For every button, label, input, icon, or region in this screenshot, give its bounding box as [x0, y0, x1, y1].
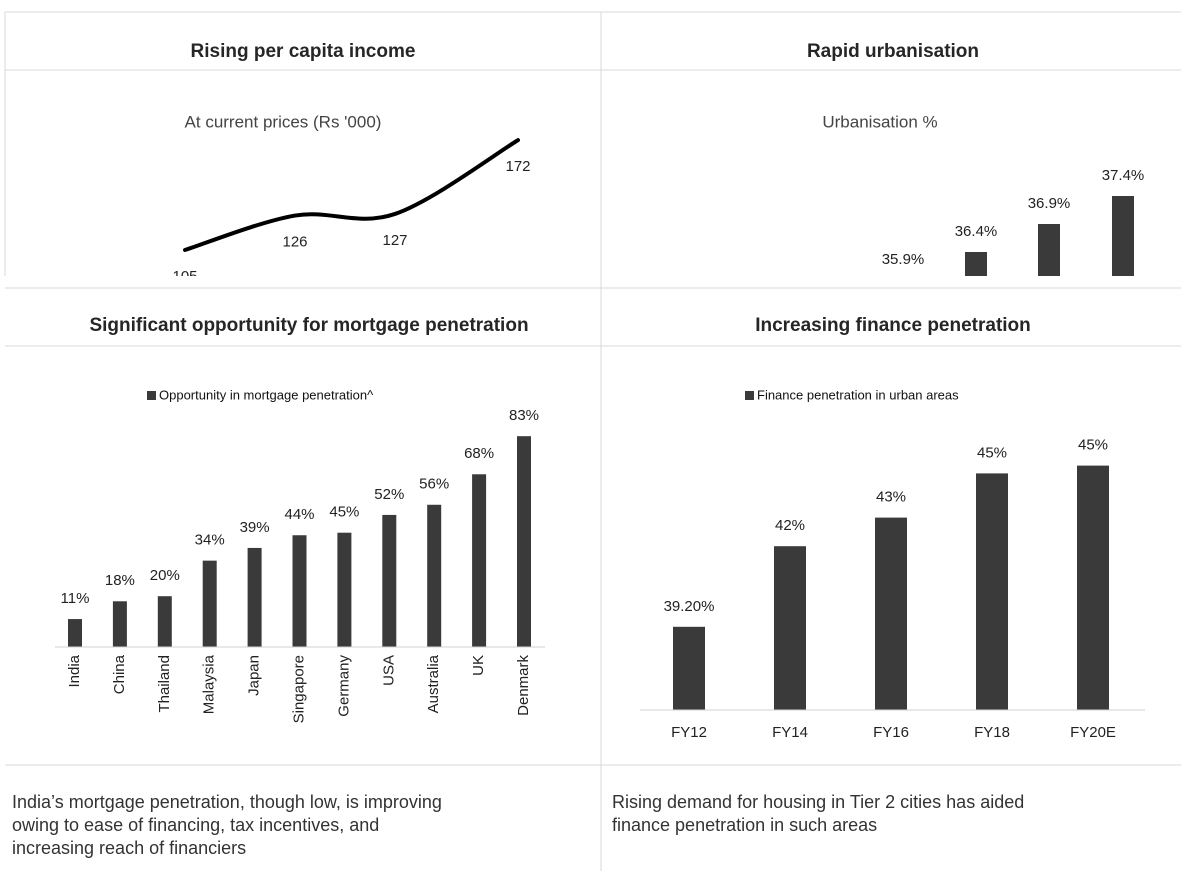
- data-label: 44%: [284, 506, 314, 523]
- bar: [472, 474, 487, 647]
- data-label: 11%: [61, 590, 90, 607]
- x-tick-label: USA: [380, 655, 397, 686]
- x-tick-label: Thailand: [156, 655, 173, 713]
- bar: [1038, 224, 1060, 276]
- data-label: 36.9%: [1028, 195, 1071, 212]
- x-tick-label: Japan: [246, 655, 263, 696]
- bar: [1112, 196, 1134, 276]
- x-tick-label: Denmark: [515, 655, 532, 716]
- data-label: 43%: [876, 489, 906, 506]
- bar: [774, 546, 806, 710]
- bar: [517, 436, 531, 647]
- x-tick-label: UK: [470, 655, 487, 676]
- chart-subtitle: Urbanisation %: [822, 112, 937, 131]
- panel-title: Increasing finance penetration: [755, 315, 1031, 336]
- caption: owing to ease of financing, tax incentiv…: [12, 815, 379, 835]
- chart-area: 35.9% 36.4% 36.9% 37.4%: [882, 167, 1145, 276]
- bar: [337, 532, 352, 647]
- data-label: 39%: [240, 519, 270, 536]
- data-label: 105: [172, 268, 197, 285]
- chart-area: 105 126 127 172: [172, 138, 531, 285]
- data-label: 45%: [977, 444, 1007, 461]
- x-tick-label: FY18: [974, 724, 1010, 741]
- caption: Rising demand for housing in Tier 2 citi…: [612, 792, 1024, 812]
- caption: India’s mortgage penetration, though low…: [12, 792, 442, 812]
- bar: [673, 626, 705, 710]
- x-tick-label: Germany: [335, 655, 352, 717]
- data-label: 20%: [150, 567, 180, 584]
- line: [183, 138, 520, 252]
- data-label: 126: [282, 234, 307, 251]
- chart-area: Opportunity in mortgage penetration^ 11% I…: [12, 387, 1145, 858]
- x-tick-label: China: [111, 654, 128, 694]
- data-label: 83%: [509, 407, 539, 424]
- x-tick-label: Singapore: [290, 655, 307, 723]
- data-label: 36.4%: [955, 223, 998, 240]
- x-tick-label: FY12: [671, 724, 707, 741]
- x-tick-label: FY16: [873, 724, 909, 741]
- data-label: 42%: [775, 517, 805, 534]
- x-tick-label: FY20E: [1070, 724, 1116, 741]
- bar: [976, 473, 1008, 710]
- x-tick-label: Malaysia: [201, 654, 218, 714]
- bar: [965, 252, 987, 276]
- data-label: 127: [382, 232, 407, 249]
- bar: [112, 601, 127, 647]
- bar: [1077, 465, 1109, 710]
- data-label: 37.4%: [1102, 167, 1145, 184]
- caption: increasing reach of financiers: [12, 838, 246, 858]
- bar: [68, 619, 82, 647]
- data-label: 39.20%: [664, 598, 715, 615]
- legend-label: Opportunity in mortgage penetration^: [159, 387, 374, 402]
- panel-title: Rising per capita income: [191, 41, 416, 62]
- data-label: 35.9%: [882, 251, 925, 268]
- panel-title: Rapid urbanisation: [807, 41, 979, 62]
- x-tick-label: India: [66, 654, 83, 687]
- x-tick-label: FY14: [772, 724, 808, 741]
- bar: [292, 535, 307, 647]
- bar: [157, 596, 172, 647]
- legend-label: Finance penetration in urban areas: [757, 387, 959, 402]
- bar: [382, 514, 397, 647]
- bar: [875, 517, 907, 710]
- data-label: 172: [505, 158, 530, 175]
- panel-title: Significant opportunity for mortgage pen…: [89, 315, 528, 336]
- data-label: 52%: [374, 486, 404, 503]
- chart-subtitle: At current prices (Rs '000): [185, 112, 382, 131]
- data-label: 56%: [419, 476, 449, 493]
- bar: [247, 547, 262, 647]
- data-label: 68%: [464, 445, 494, 462]
- legend-marker: [745, 391, 754, 400]
- bar: [202, 560, 217, 647]
- x-tick-label: Australia: [425, 654, 442, 713]
- data-label: 45%: [1078, 437, 1108, 454]
- data-label: 34%: [195, 532, 225, 549]
- data-label: 18%: [105, 572, 135, 589]
- caption: finance penetration in such areas: [612, 815, 877, 835]
- bar: [427, 504, 442, 647]
- data-label: 45%: [329, 504, 359, 521]
- legend-marker: [147, 391, 156, 400]
